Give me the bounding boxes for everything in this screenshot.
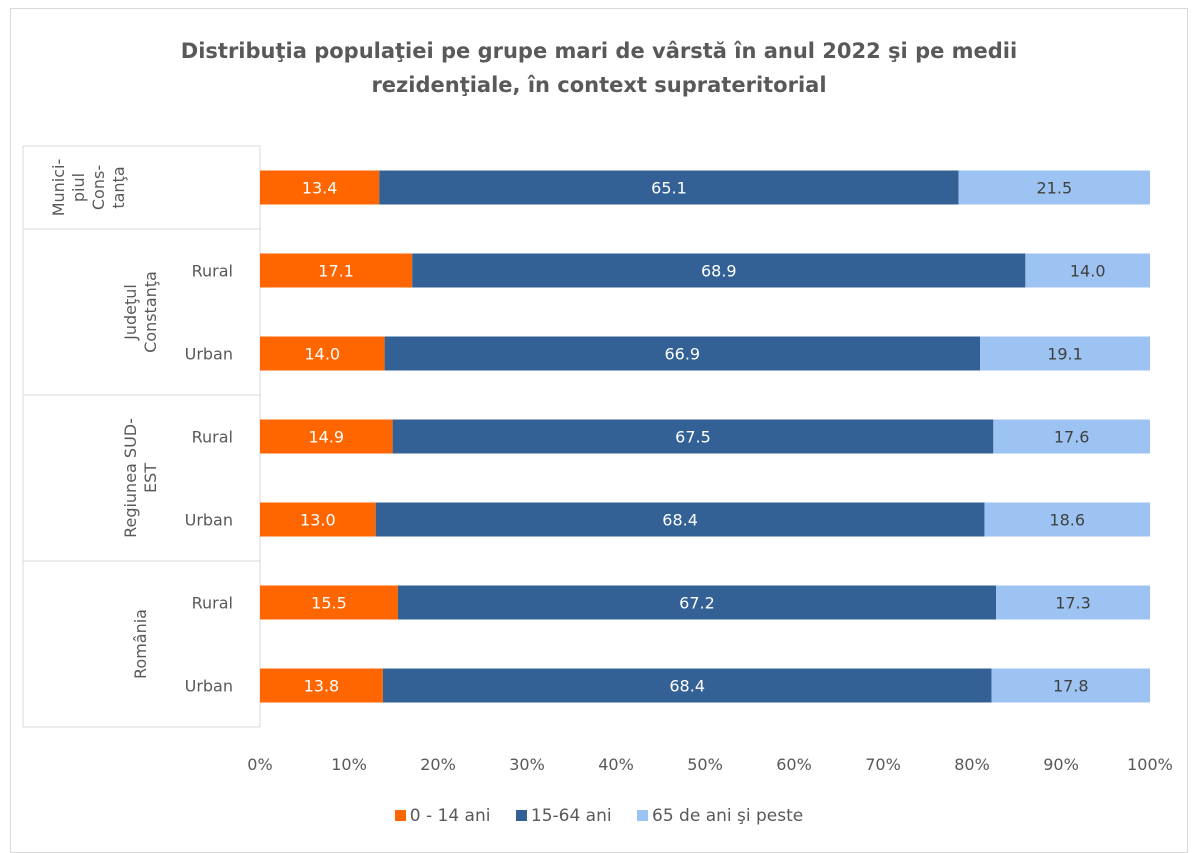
category-label-rural: Rural: [192, 594, 233, 613]
data-label-65-de-ani-i-peste: 21.5: [1037, 179, 1073, 198]
data-label-15-64-ani: 68.4: [669, 677, 705, 696]
data-label-65-de-ani-i-peste: 19.1: [1047, 345, 1083, 364]
bar-segment-65-de-ani-i-peste: [958, 170, 1150, 205]
legend-label-0-14: 0 - 14 ani: [409, 806, 491, 826]
x-tick-label: 40%: [598, 755, 634, 774]
chart-legend: 0 - 14 ani 15-64 ani 65 de ani şi peste: [0, 806, 1198, 826]
data-label-0-14-ani: 14.0: [304, 345, 340, 364]
data-label-15-64-ani: 68.4: [662, 511, 698, 530]
legend-label-65-plus: 65 de ani şi peste: [652, 806, 804, 826]
group-label-munici-piul-cons-tan-a: Munici-piulCons-tanţa: [49, 159, 128, 217]
data-label-15-64-ani: 68.9: [701, 262, 737, 281]
bar-segment-15-64-ani: [392, 419, 994, 454]
category-label-rural: Rural: [192, 428, 233, 447]
chart-title: Distribuţia populaţiei pe grupe mari de …: [0, 34, 1198, 102]
category-label-urban: Urban: [185, 511, 233, 530]
data-label-65-de-ani-i-peste: 18.6: [1049, 511, 1085, 530]
data-label-15-64-ani: 67.5: [675, 428, 711, 447]
bar-segment-65-de-ani-i-peste: [980, 336, 1150, 371]
group-label-line: Munici-: [49, 159, 68, 217]
data-label-65-de-ani-i-peste: 14.0: [1070, 262, 1106, 281]
stacked-bar-chart: Munici-piulCons-tanţa JudeţulConstanţa Reg…: [22, 145, 1173, 774]
group-label-line: tanţa: [109, 166, 128, 208]
bar-segment-15-64-ani: [375, 502, 985, 537]
data-label-65-de-ani-i-peste: 17.8: [1053, 677, 1089, 696]
legend-swatch-65-plus: [637, 810, 648, 821]
x-tick-label: 30%: [509, 755, 545, 774]
x-tick-label: 100%: [1127, 755, 1173, 774]
group-label-rom-nia: România: [131, 609, 150, 679]
x-tick-label: 50%: [687, 755, 723, 774]
legend-item-0-14: 0 - 14 ani: [394, 806, 491, 826]
bar-segment-0-14-ani: [260, 585, 398, 620]
bar-segment-0-14-ani: [260, 502, 376, 537]
data-label-65-de-ani-i-peste: 17.3: [1055, 594, 1091, 613]
x-tick-label: 20%: [420, 755, 456, 774]
group-label-line: România: [131, 609, 150, 679]
bar-segment-0-14-ani: [260, 170, 380, 205]
legend-swatch-15-64: [515, 810, 527, 821]
bar-segment-65-de-ani-i-peste: [984, 502, 1150, 537]
bar-segment-65-de-ani-i-peste: [1025, 253, 1150, 288]
category-label-urban: Urban: [185, 345, 233, 364]
group-label-line: Cons-: [89, 165, 108, 210]
legend-label-15-64: 15-64 ani: [530, 806, 612, 826]
bar-segment-0-14-ani: [260, 419, 393, 454]
group-label-line: piul: [69, 173, 88, 202]
group-label-regiunea-sud-est: Regiunea SUD-EST: [121, 418, 160, 538]
data-label-15-64-ani: 66.9: [664, 345, 700, 364]
data-label-15-64-ani: 65.1: [651, 179, 687, 198]
bar-segment-0-14-ani: [260, 336, 385, 371]
data-label-0-14-ani: 13.8: [304, 677, 340, 696]
x-tick-label: 90%: [1043, 755, 1079, 774]
bar-segment-15-64-ani: [382, 668, 992, 703]
bar-segment-15-64-ani: [397, 585, 997, 620]
data-label-0-14-ani: 13.0: [300, 511, 336, 530]
data-label-0-14-ani: 13.4: [302, 179, 338, 198]
group-label-line: Judeţul: [121, 284, 140, 341]
chart-title-line2: rezidenţiale, în context suprateritorial: [371, 73, 827, 97]
group-label-line: Constanţa: [141, 271, 160, 353]
data-label-65-de-ani-i-peste: 17.6: [1054, 428, 1090, 447]
bar-segment-65-de-ani-i-peste: [993, 419, 1150, 454]
x-tick-label: 0%: [247, 755, 272, 774]
x-tick-label: 60%: [776, 755, 812, 774]
legend-swatch-0-14: [394, 810, 406, 821]
group-label-line: Regiunea SUD-: [121, 418, 140, 538]
data-label-0-14-ani: 15.5: [311, 594, 347, 613]
category-label-urban: Urban: [185, 677, 233, 696]
legend-item-15-64: 15-64 ani: [515, 806, 612, 826]
bar-segment-15-64-ani: [379, 170, 959, 205]
data-label-15-64-ani: 67.2: [679, 594, 715, 613]
group-label-jude-ul-constan-a: JudeţulConstanţa: [121, 271, 160, 353]
data-label-0-14-ani: 17.1: [318, 262, 354, 281]
bar-segment-15-64-ani: [384, 336, 981, 371]
group-label-line: EST: [141, 463, 160, 493]
bar-segment-65-de-ani-i-peste: [996, 585, 1150, 620]
category-label-rural: Rural: [192, 262, 233, 281]
bar-segment-0-14-ani: [260, 253, 413, 288]
x-tick-label: 10%: [331, 755, 367, 774]
x-tick-label: 80%: [954, 755, 990, 774]
bar-segment-0-14-ani: [260, 668, 383, 703]
bar-segment-15-64-ani: [412, 253, 1026, 288]
data-label-0-14-ani: 14.9: [308, 428, 344, 447]
bar-segment-65-de-ani-i-peste: [991, 668, 1150, 703]
x-tick-label: 70%: [865, 755, 901, 774]
legend-item-65-plus: 65 de ani şi peste: [637, 806, 803, 826]
chart-title-line1: Distribuţia populaţiei pe grupe mari de …: [180, 39, 1018, 63]
